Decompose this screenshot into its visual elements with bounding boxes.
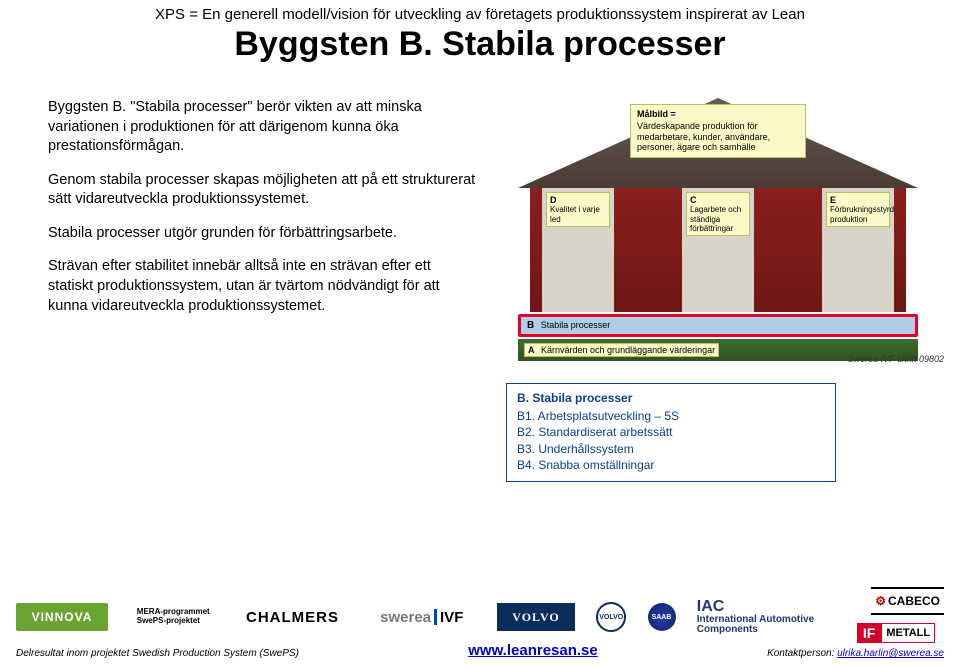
- footer-right: Kontaktperson: ulrika.harlin@swerea.se: [767, 648, 944, 659]
- band-b-highlighted: B Stabila processer: [518, 314, 918, 337]
- roof-label: Målbild = Värdeskapande produktion för m…: [630, 104, 806, 158]
- footer-left: Delresultat inom projektet Swedish Produ…: [16, 648, 299, 659]
- band-a-text: Kärnvärden och grundläggande värderingar: [541, 345, 715, 355]
- content-box-item: B4. Snabba omställningar: [517, 457, 825, 473]
- pillar-c-code: C: [690, 195, 746, 205]
- roof-label-text: Värdeskapande produktion för medarbetare…: [637, 121, 770, 153]
- pillar-c-text: Lagarbete och ständiga förbättringar: [690, 205, 741, 232]
- pillar-d: D Kvalitet i varje led: [542, 188, 614, 312]
- swerea-bar-icon: [434, 609, 437, 625]
- page-title-prefix: XPS = En generell modell/vision för utve…: [0, 0, 960, 23]
- logo-ifmetall: IF METALL: [848, 619, 944, 647]
- band-a-code: A: [528, 345, 535, 355]
- logo-right-stack: ⚙CABECO IF METALL: [848, 587, 944, 647]
- footer-right-a: Kontaktperson:: [767, 648, 837, 659]
- page-title: Byggsten B. Stabila processer: [0, 25, 960, 64]
- paragraph: Genom stabila processer skapas möjlighet…: [48, 171, 478, 210]
- iac-big: IAC: [697, 598, 725, 615]
- pillar-c: C Lagarbete och ständiga förbättringar: [682, 188, 754, 312]
- footer: VINNOVA MERA-programmet SwePS-projektet …: [0, 598, 960, 668]
- logo-iac: IAC International Automotive Components: [697, 603, 827, 631]
- paragraph: Stabila processer utgör grunden för förb…: [48, 224, 478, 244]
- paragraph: Byggsten B. "Stabila processer" berör vi…: [48, 98, 478, 157]
- logo-chalmers: CHALMERS: [239, 603, 347, 631]
- content-box-item: B1. Arbetsplatsutveckling – 5S: [517, 408, 825, 424]
- content-box-title: B. Stabila processer: [517, 390, 825, 406]
- footer-center-link[interactable]: www.leanresan.se: [468, 642, 598, 659]
- swerea-b: IVF: [440, 609, 463, 626]
- content-box-item: B2. Standardiserat arbetssätt: [517, 424, 825, 440]
- content-box-item: B3. Underhållssystem: [517, 441, 825, 457]
- main-content: Byggsten B. "Stabila processer" berör vi…: [0, 64, 960, 482]
- iac-small: International Automotive Components: [697, 614, 814, 635]
- roof-label-head: Målbild =: [637, 109, 799, 120]
- logo-volvo-wordmark: VOLVO: [497, 603, 575, 631]
- logo-vinnova: VINNOVA: [16, 603, 108, 631]
- logo-row: VINNOVA MERA-programmet SwePS-projektet …: [16, 598, 944, 636]
- ifmetall-a: IF: [857, 623, 881, 643]
- pillar-e-code: E: [830, 195, 886, 205]
- logo-swerea: swerea IVF: [368, 603, 476, 631]
- paragraph: Strävan efter stabilitet innebär alltså …: [48, 257, 478, 316]
- house-upper: Målbild = Värdeskapande produktion för m…: [518, 98, 918, 312]
- footer-line: Delresultat inom projektet Swedish Produ…: [16, 642, 944, 659]
- logo-saab: SAAB: [648, 603, 676, 631]
- logo-mera: MERA-programmet SwePS-projektet: [129, 603, 217, 631]
- pillar-e: E Förbrukningsstyrd produktion: [822, 188, 894, 312]
- diagram-credit: Swerea IVF-skrift 09802: [847, 354, 944, 364]
- logo-volvo-round: VOLVO: [596, 602, 626, 632]
- pillar-d-text: Kvalitet i varje led: [550, 205, 600, 223]
- logo-cabeco: ⚙CABECO: [871, 587, 944, 615]
- pillar-d-code: D: [550, 195, 606, 205]
- house-diagram: Målbild = Värdeskapande produktion för m…: [518, 98, 918, 361]
- diagram-column: Målbild = Värdeskapande produktion för m…: [506, 98, 930, 482]
- swerea-a: swerea: [380, 609, 431, 626]
- body-text-column: Byggsten B. "Stabila processer" berör vi…: [48, 98, 478, 482]
- gear-icon: ⚙: [875, 594, 886, 608]
- ifmetall-b: METALL: [881, 623, 935, 643]
- cabeco-text: CABECO: [888, 594, 940, 608]
- pillar-e-text: Förbrukningsstyrd produktion: [830, 205, 894, 223]
- band-b-text: Stabila processer: [541, 320, 611, 330]
- mera-line2: SwePS-projektet: [137, 617, 210, 626]
- content-box: B. Stabila processer B1. Arbetsplatsutve…: [506, 383, 836, 482]
- footer-contact-link[interactable]: ulrika.harlin@swerea.se: [837, 648, 944, 659]
- band-b-code: B: [527, 320, 534, 331]
